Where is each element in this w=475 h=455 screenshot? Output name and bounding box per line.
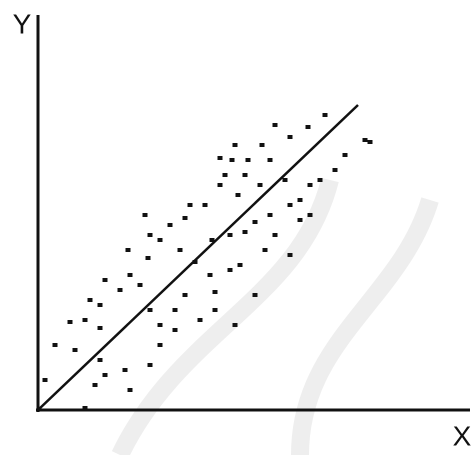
- point: [93, 383, 98, 387]
- point: [298, 198, 303, 202]
- point: [173, 328, 178, 332]
- point: [236, 193, 241, 197]
- point: [193, 260, 198, 264]
- point: [128, 388, 133, 392]
- point: [260, 143, 265, 147]
- trend-line: [38, 105, 358, 410]
- point: [368, 140, 373, 144]
- point: [268, 213, 273, 217]
- point: [128, 273, 133, 277]
- point: [223, 173, 228, 177]
- page: Y X (() => { const data = JSON.parse(doc…: [0, 0, 475, 455]
- point: [73, 348, 78, 352]
- point: [138, 283, 143, 287]
- point: [233, 143, 238, 147]
- point: [288, 253, 293, 257]
- point: [143, 213, 148, 217]
- point: [98, 303, 103, 307]
- point: [88, 298, 93, 302]
- point: [208, 273, 213, 277]
- point: [198, 318, 203, 322]
- point: [243, 230, 248, 234]
- point: [203, 203, 208, 207]
- point: [158, 343, 163, 347]
- point: [68, 320, 73, 324]
- point: [98, 326, 103, 330]
- point: [53, 343, 58, 347]
- y-axis-label: Y: [13, 8, 32, 39]
- point: [306, 125, 311, 129]
- point: [218, 183, 223, 187]
- point: [288, 135, 293, 139]
- point: [273, 233, 278, 237]
- point: [323, 113, 328, 117]
- point: [183, 293, 188, 297]
- point: [228, 233, 233, 237]
- point: [263, 248, 268, 252]
- point: [308, 213, 313, 217]
- point: [43, 378, 48, 382]
- point: [183, 216, 188, 220]
- point: [118, 288, 123, 292]
- point: [218, 156, 223, 160]
- point: [178, 248, 183, 252]
- point: [253, 220, 258, 224]
- point: [188, 203, 193, 207]
- point: [83, 318, 88, 322]
- point: [103, 278, 108, 282]
- point: [148, 308, 153, 312]
- point: [83, 406, 88, 410]
- point: [148, 233, 153, 237]
- point: [148, 363, 153, 367]
- point: [238, 263, 243, 267]
- point: [213, 290, 218, 294]
- point: [228, 268, 233, 272]
- point: [168, 223, 173, 227]
- point: [210, 238, 215, 242]
- point: [258, 183, 263, 187]
- point: [268, 158, 273, 162]
- point: [288, 203, 293, 207]
- point: [243, 173, 248, 177]
- point: [158, 238, 163, 242]
- point: [318, 178, 323, 182]
- point: [123, 368, 128, 372]
- point: [233, 323, 238, 327]
- point: [246, 158, 251, 162]
- watermark: [120, 180, 430, 455]
- point: [308, 183, 313, 187]
- point: [213, 308, 218, 312]
- point: [363, 138, 368, 142]
- point: [298, 218, 303, 222]
- point: [146, 256, 151, 260]
- point: [273, 123, 278, 127]
- point: [98, 358, 103, 362]
- point: [126, 248, 131, 252]
- chart: Y X: [0, 0, 475, 455]
- point: [173, 308, 178, 312]
- point: [230, 158, 235, 162]
- point: [158, 323, 163, 327]
- point: [333, 168, 338, 172]
- point: [283, 178, 288, 182]
- watermark-stroke: [300, 200, 430, 455]
- point: [103, 373, 108, 377]
- x-axis-label: X: [453, 420, 472, 451]
- point: [343, 153, 348, 157]
- point: [253, 293, 258, 297]
